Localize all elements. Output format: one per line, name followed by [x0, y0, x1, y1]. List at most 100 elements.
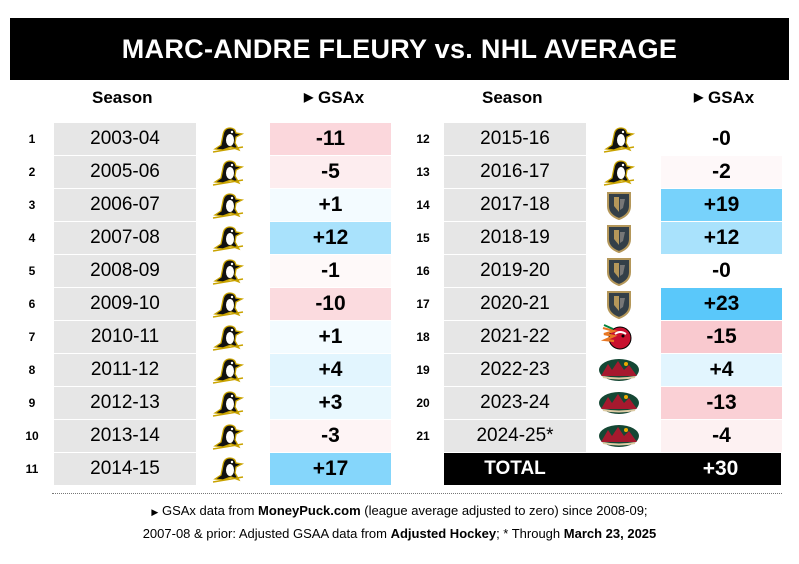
golden-knights-icon	[597, 223, 641, 253]
gsax-value-cell: -1	[270, 255, 391, 287]
season-cell: 2023-24	[444, 387, 586, 419]
total-value: +30	[702, 457, 739, 480]
penguins-icon	[206, 454, 250, 484]
row-number: 3	[28, 198, 36, 212]
season-cell: 2018-19	[444, 222, 586, 254]
row-number: 7	[28, 330, 36, 344]
season-cell: 2003-04	[54, 123, 196, 155]
row-number: 8	[28, 363, 36, 377]
season-cell: 2015-16	[444, 123, 586, 155]
season-cell: 2013-14	[54, 420, 196, 452]
season-cell: 2016-17	[444, 156, 586, 188]
season-header-right: Season	[482, 88, 543, 107]
row-number: 10	[25, 429, 39, 443]
season-header-left: Season	[92, 88, 153, 107]
gsax-value-cell: -4	[661, 420, 782, 452]
footnote-text: GSAx data from	[158, 503, 259, 518]
through-date: March 23, 2025	[563, 526, 657, 541]
penguins-icon	[206, 223, 250, 253]
season-cell: 2007-08	[54, 222, 196, 254]
season-cell: 2017-18	[444, 189, 586, 221]
row-number: 2	[28, 165, 36, 179]
row-number: 21	[416, 429, 430, 443]
moneypuck-source: MoneyPuck.com	[258, 503, 361, 518]
row-number: 14	[416, 198, 430, 212]
golden-knights-icon	[597, 190, 641, 220]
gsax-value-cell: +4	[270, 354, 391, 386]
penguins-icon	[597, 157, 641, 187]
gsax-header-left: ▶ GSAx	[304, 88, 364, 108]
season-cell: 2024-25*	[444, 420, 586, 452]
season-cell: 2021-22	[444, 321, 586, 353]
page-title: MARC-ANDRE FLEURY vs. NHL AVERAGE	[121, 33, 678, 64]
gsax-value-cell: +3	[270, 387, 391, 419]
penguins-icon	[206, 157, 250, 187]
golden-knights-icon	[597, 256, 641, 286]
row-number: 11	[25, 462, 39, 476]
wild-icon	[597, 355, 641, 385]
footnote-text: (league average adjusted to zero) since …	[360, 503, 648, 518]
row-number: 9	[28, 396, 36, 410]
row-number: 4	[28, 231, 36, 245]
gsax-header-right: ▶ GSAx	[694, 88, 754, 108]
row-number: 17	[416, 297, 430, 311]
gsax-value-cell: +1	[270, 189, 391, 221]
gsax-value-cell: +19	[661, 189, 782, 221]
season-cell: 2022-23	[444, 354, 586, 386]
footnote-line-2: 2007-08 & prior: Adjusted GSAA data from…	[0, 526, 799, 541]
gsax-value-cell: +4	[661, 354, 782, 386]
wild-icon	[597, 388, 641, 418]
row-number: 5	[28, 264, 36, 278]
penguins-icon	[206, 256, 250, 286]
gsax-value-cell: -3	[270, 420, 391, 452]
gsax-header-label: GSAx	[317, 88, 365, 107]
season-cell: 2019-20	[444, 255, 586, 287]
penguins-icon	[597, 124, 641, 154]
row-number: 18	[416, 330, 430, 344]
gsax-value-cell: -0	[661, 255, 782, 287]
gsax-value-cell: +1	[270, 321, 391, 353]
total-row: TOTAL +30	[444, 453, 781, 485]
gsax-value-cell: -5	[270, 156, 391, 188]
season-cell: 2009-10	[54, 288, 196, 320]
adjusted-hockey-source: Adjusted Hockey	[390, 526, 497, 541]
row-number: 12	[416, 132, 430, 146]
gsax-header-label: GSAx	[707, 88, 755, 107]
penguins-icon	[206, 322, 250, 352]
season-cell: 2010-11	[54, 321, 196, 353]
gsax-value-cell: +12	[661, 222, 782, 254]
footnote-divider	[52, 493, 782, 494]
penguins-icon	[206, 289, 250, 319]
gsax-value-cell: -10	[270, 288, 391, 320]
penguins-icon	[206, 421, 250, 451]
gsax-value-cell: -11	[270, 123, 391, 155]
season-cell: 2011-12	[54, 354, 196, 386]
row-number: 19	[416, 363, 430, 377]
gsax-value-cell: +23	[661, 288, 782, 320]
play-icon: ▶	[694, 90, 704, 104]
title-bar: MARC-ANDRE FLEURY vs. NHL AVERAGE	[10, 18, 789, 80]
footnote-text: ; * Through	[496, 526, 564, 541]
penguins-icon	[206, 388, 250, 418]
gsax-value-cell: -0	[661, 123, 782, 155]
footnote-line-1: ▶ GSAx data from MoneyPuck.com (league a…	[0, 503, 799, 518]
season-cell: 2005-06	[54, 156, 196, 188]
row-number: 16	[416, 264, 430, 278]
gsax-value-cell: +17	[270, 453, 391, 485]
wild-icon	[597, 421, 641, 451]
gsax-value-cell: -13	[661, 387, 782, 419]
row-number: 13	[416, 165, 430, 179]
row-number: 15	[416, 231, 430, 245]
season-cell: 2012-13	[54, 387, 196, 419]
golden-knights-icon	[597, 289, 641, 319]
blackhawks-icon	[597, 322, 641, 352]
footnote-text: 2007-08 & prior: Adjusted GSAA data from	[142, 526, 391, 541]
row-number: 20	[416, 396, 430, 410]
row-number: 6	[28, 297, 36, 311]
penguins-icon	[206, 190, 250, 220]
play-icon: ▶	[151, 507, 159, 517]
play-icon: ▶	[304, 90, 314, 104]
row-number: 1	[28, 132, 36, 146]
season-cell: 2008-09	[54, 255, 196, 287]
gsax-value-cell: -2	[661, 156, 782, 188]
